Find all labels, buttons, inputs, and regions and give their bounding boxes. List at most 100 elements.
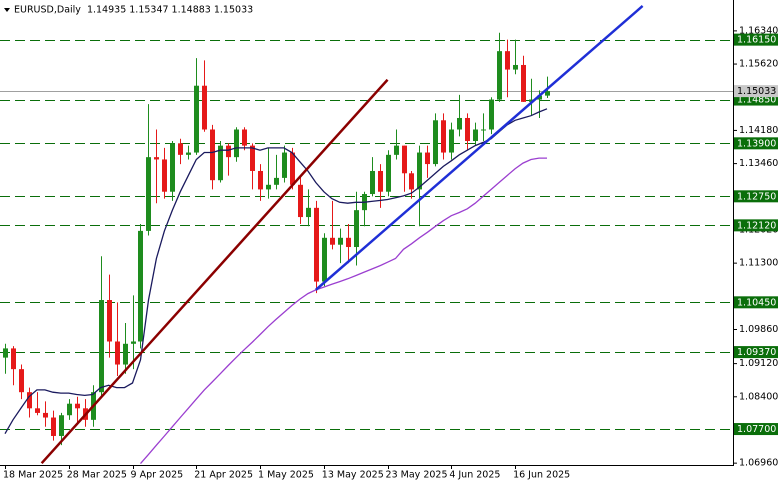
x-tick-label: 21 Apr 2025 (194, 470, 253, 481)
candle-body (27, 392, 32, 409)
y-tick-label: 1.16340 (739, 25, 778, 36)
candle-body (497, 51, 502, 100)
candle-body (43, 412, 48, 418)
y-tick-label: 1.06960 (739, 458, 778, 469)
last-price-tag (734, 85, 778, 98)
candle-body (521, 64, 526, 102)
x-tick-label: 9 Apr 2025 (131, 470, 184, 481)
y-tick-label: 1.09860 (739, 324, 778, 335)
candle-body (131, 341, 136, 344)
candle-body (3, 348, 8, 358)
price-axis-bg (734, 0, 780, 485)
y-tick-label: 1.09120 (739, 358, 778, 369)
x-tick-label: 28 Mar 2025 (67, 470, 127, 481)
candle-body (99, 300, 104, 393)
chart-title: EURUSD,Daily 1.14935 1.15347 1.14883 1.1… (14, 5, 253, 16)
candle-body (394, 145, 399, 155)
candle-body (425, 152, 430, 165)
x-tick-label: 23 May 2025 (386, 470, 448, 481)
candle-body (545, 91, 550, 96)
x-tick-label: 4 Jun 2025 (449, 470, 500, 481)
level-label: 1.09370 (737, 347, 776, 358)
candle-body (409, 173, 414, 190)
candle-body (35, 408, 40, 413)
level-tag (734, 219, 778, 232)
candle-body (378, 170, 383, 192)
candle-body (433, 120, 438, 165)
candle-body (298, 184, 303, 218)
candle-body (202, 85, 207, 130)
level-label: 1.12120 (737, 220, 776, 231)
candle-body (170, 143, 175, 192)
candle-body (226, 145, 231, 158)
candle-body (258, 170, 263, 190)
candle-body (282, 152, 287, 178)
level-tag (734, 423, 778, 436)
level-tag (734, 137, 778, 150)
candle-body (186, 152, 191, 155)
plot-area (0, 5, 733, 465)
candle-body (154, 157, 159, 160)
y-tick-label: 1.14180 (739, 125, 778, 136)
level-label: 1.10450 (737, 297, 776, 308)
moving-average (140, 157, 547, 465)
candle-body (457, 117, 462, 130)
moving-average (4, 108, 548, 435)
last-price-label: 1.15033 (737, 86, 776, 97)
candle-body (51, 417, 56, 436)
x-tick-label: 16 Jun 2025 (513, 470, 570, 481)
candle-body (505, 51, 510, 70)
candle-body (11, 348, 16, 370)
candle-body (194, 85, 199, 153)
trend-line (40, 78, 389, 464)
level-label: 1.14850 (737, 95, 776, 106)
candle-body (354, 210, 359, 248)
candle-body (513, 64, 518, 70)
y-tick-label: 1.13460 (739, 158, 778, 169)
candle-body (402, 145, 407, 174)
candle-body (67, 403, 72, 416)
candle-body (123, 343, 128, 365)
candle-body (489, 99, 494, 130)
candle-body (59, 415, 64, 436)
axes: 1.163401.156201.141801.134601.120201.113… (3, 25, 778, 480)
level-label: 1.13900 (737, 138, 776, 149)
candle-body (386, 154, 391, 192)
candle-body (274, 177, 279, 185)
candle-body (115, 341, 120, 365)
candle-body (449, 129, 454, 153)
candle-body (306, 207, 311, 218)
level-tag (734, 296, 778, 309)
candle-body (338, 237, 343, 245)
candle-body (146, 157, 151, 231)
candle-body (107, 300, 112, 342)
level-tag (734, 346, 778, 359)
candle-body (138, 230, 143, 342)
level-label: 1.16150 (737, 35, 776, 46)
candle-body (19, 369, 24, 393)
trend-line (315, 5, 644, 291)
candle-body (346, 237, 351, 248)
candle-body (441, 120, 446, 153)
y-tick-label: 1.15620 (739, 59, 778, 70)
level-label: 1.12750 (737, 191, 776, 202)
y-tick-label: 1.11300 (739, 258, 778, 269)
candle-body (465, 117, 470, 142)
candle-body (314, 207, 319, 282)
candle-body (290, 152, 295, 185)
menu-icon[interactable] (4, 8, 10, 12)
candle-body (322, 237, 327, 282)
candle-body (266, 184, 271, 190)
candle-body (330, 237, 335, 245)
candle-body (178, 143, 183, 155)
candle-body (537, 95, 542, 100)
candle-body (473, 129, 478, 142)
y-tick-label: 1.08400 (739, 391, 778, 402)
candle-body (162, 159, 167, 192)
candle-body (250, 145, 255, 171)
level-tag (734, 33, 778, 46)
candle-body (210, 129, 215, 181)
x-tick-label: 18 Mar 2025 (3, 470, 63, 481)
